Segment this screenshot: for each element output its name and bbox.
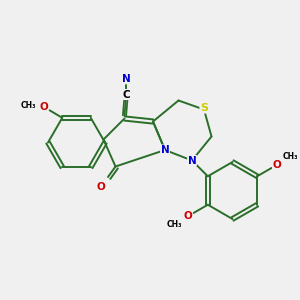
Text: O: O xyxy=(273,160,282,170)
Text: N: N xyxy=(188,155,196,166)
Text: O: O xyxy=(96,182,105,192)
Text: CH₃: CH₃ xyxy=(283,152,298,161)
Text: O: O xyxy=(40,102,49,112)
Text: N: N xyxy=(160,145,169,155)
Text: O: O xyxy=(183,211,192,221)
Text: CH₃: CH₃ xyxy=(167,220,182,229)
Text: N: N xyxy=(122,74,131,85)
Text: S: S xyxy=(200,103,208,113)
Text: C: C xyxy=(123,89,130,100)
Text: CH₃: CH₃ xyxy=(21,101,36,110)
